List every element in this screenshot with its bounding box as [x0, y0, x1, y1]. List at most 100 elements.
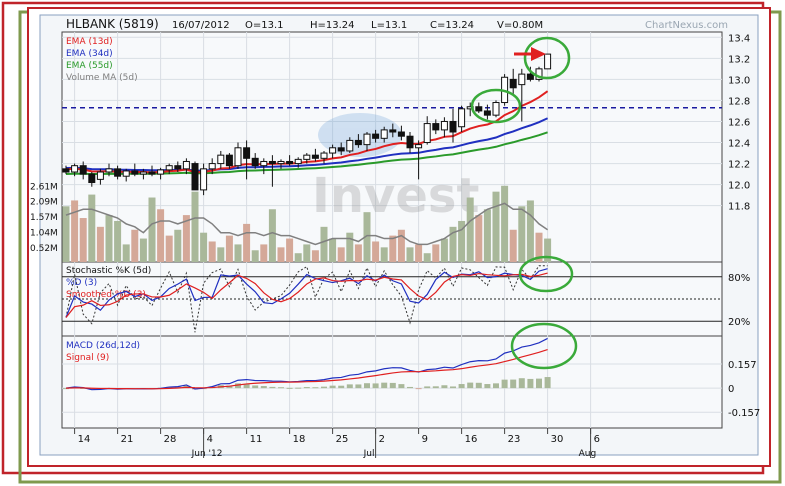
volume-bar	[243, 223, 251, 262]
volume-ma-line	[65, 202, 549, 246]
candle-body	[268, 160, 276, 165]
x-tick-label: 9	[422, 434, 428, 445]
volume-tick-label: 1.57M	[30, 213, 58, 223]
volume-bar	[131, 229, 139, 262]
price-tick-label: 12.6	[728, 117, 750, 128]
macd-histogram-bar	[226, 385, 233, 389]
volume-tick-label: 0.52M	[30, 244, 58, 254]
candle-body	[122, 170, 130, 177]
volume-bar	[71, 200, 79, 262]
grid-lines	[62, 32, 722, 458]
signal-line	[65, 348, 548, 390]
volume-bar	[406, 247, 414, 262]
macd-histogram-bar	[312, 387, 319, 389]
symbol-label: HLBANK (5819)	[66, 17, 159, 31]
stochastic-d-line	[65, 268, 548, 318]
candle-body	[165, 165, 173, 171]
volume-bar	[440, 238, 448, 262]
volume-bar	[380, 247, 388, 262]
volume-bar	[148, 197, 156, 262]
highlight-circle-latest	[523, 36, 571, 80]
candle-body	[544, 53, 552, 70]
legend-signal: Signal (9)	[66, 353, 109, 363]
volume-bar	[217, 247, 225, 262]
macd-histogram-bar	[364, 383, 370, 389]
volume-bar	[122, 244, 130, 262]
macd-histogram-bar	[303, 387, 310, 389]
candle-body	[432, 123, 440, 131]
candle-body	[363, 133, 371, 146]
ema34-line	[65, 117, 549, 172]
volume-bar	[88, 194, 96, 262]
volume-bar	[501, 185, 509, 262]
volume-bar	[372, 241, 380, 262]
month-label: Jul	[363, 449, 375, 459]
volume-bar	[509, 229, 517, 262]
candle-body	[311, 154, 319, 159]
x-tick-label: 4	[207, 434, 213, 445]
legend-volume-ma: Volume MA (5d)	[66, 73, 138, 83]
macd-histogram-bar	[355, 384, 362, 389]
candle-body	[243, 147, 251, 159]
candle-body	[286, 160, 294, 165]
candle-body	[131, 170, 139, 175]
volume-bar	[449, 226, 457, 262]
volume-bar	[354, 244, 362, 262]
macd-histogram-bar	[544, 377, 551, 389]
candle-body	[200, 168, 208, 191]
candle-body	[96, 171, 104, 180]
x-tick-label: 2	[379, 434, 385, 445]
svg-text:Invest: Invest	[312, 168, 479, 224]
macd-histogram-bar	[467, 382, 474, 389]
candle-body	[320, 152, 328, 159]
macd-histogram-bar	[381, 382, 388, 389]
macd-histogram-bar	[415, 388, 422, 390]
volume-bar	[432, 244, 440, 262]
volume-bar	[79, 218, 87, 262]
volume-tick-label: 2.09M	[30, 198, 58, 208]
legend-ema13: EMA (13d)	[66, 37, 113, 47]
macd-histogram-bar	[338, 385, 345, 389]
candle-body	[225, 154, 233, 167]
x-tick-label: 25	[336, 434, 349, 445]
candle-body	[475, 106, 483, 112]
macd-histogram-bar	[518, 378, 525, 389]
macd-histogram-bar	[295, 387, 302, 389]
candle-body	[509, 78, 517, 89]
candle-body	[380, 129, 388, 139]
volume-bar	[518, 206, 526, 262]
price-panel	[61, 31, 723, 263]
x-tick-label: 16	[465, 434, 478, 445]
volume-bar	[260, 244, 268, 262]
candle-body	[71, 165, 79, 173]
volume-bar	[139, 238, 147, 262]
candle-body	[483, 110, 491, 116]
volume-bar	[397, 229, 405, 262]
open-label: O=13.1	[245, 20, 284, 31]
macd-histogram-bar	[372, 383, 379, 389]
volume-bar	[475, 215, 483, 262]
highlight-circle-breakout	[470, 88, 522, 124]
volume-bar	[294, 253, 302, 262]
price-tick-label: 12.0	[728, 181, 750, 192]
candle-body	[191, 163, 199, 191]
high-label: H=13.24	[310, 20, 355, 31]
macd-histogram-bar	[389, 382, 396, 389]
stochastic-smoothed-line	[65, 272, 548, 318]
macd-histogram-bar	[424, 386, 431, 389]
price-tick-label: 13.4	[728, 33, 750, 44]
macd-histogram-bar	[321, 386, 327, 389]
candle-body	[114, 168, 122, 177]
volume-bar	[458, 220, 466, 262]
volume-bar	[389, 235, 397, 262]
macd-histogram-bar	[235, 383, 241, 389]
close-label: C=13.24	[430, 20, 474, 31]
volume-bar	[346, 232, 354, 262]
volume-bar	[483, 209, 491, 262]
volume-bar	[165, 235, 173, 262]
macd-histogram-bar	[269, 386, 276, 389]
volume-label: V=0.80M	[497, 20, 543, 31]
volume-bar	[329, 238, 337, 262]
axis-labels: 14 21 28 4 11 18 25 2 9 16 23 30 6 Jun '12 Jul Aug 13.4 1…	[30, 33, 760, 459]
macd-histogram-bar	[278, 387, 284, 389]
